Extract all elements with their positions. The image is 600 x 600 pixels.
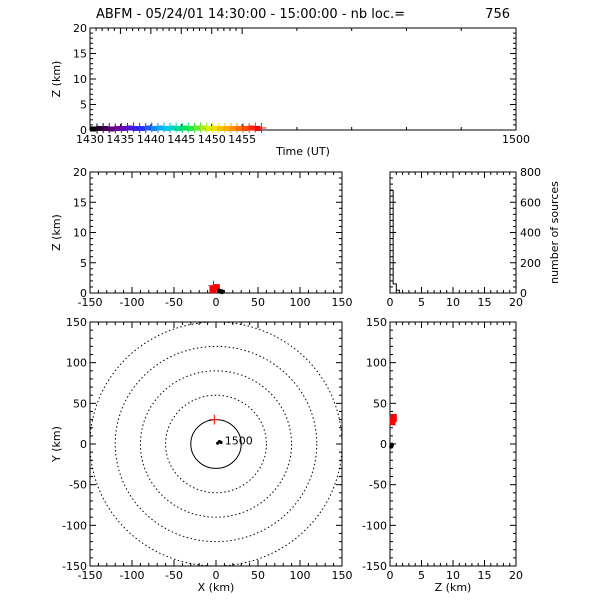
x-tick-label: 5: [418, 569, 425, 582]
height-y-point: [389, 444, 394, 449]
y-tick-label: 50: [73, 397, 87, 410]
y-tick-label: 100: [366, 357, 387, 370]
x-tick-label: 1435: [106, 133, 134, 146]
y-tick-label: 50: [373, 397, 387, 410]
range-ring: [165, 394, 267, 494]
x-tick-label: 100: [290, 296, 311, 309]
y-tick-label: 0: [80, 438, 87, 451]
x-tick-label: 0: [213, 296, 220, 309]
y-tick-label: -100: [362, 519, 387, 532]
x-tick-label: 50: [251, 569, 265, 582]
x-tick-label: 10: [446, 296, 460, 309]
x-axis-title: Z (km): [435, 581, 472, 594]
plan-view-panel: -150 -100 -50 0 50 100 150 -150 -100 -50 0 50 100 150…: [50, 316, 353, 594]
y-tick-label: 10: [73, 73, 87, 86]
y-tick-label: 150: [366, 316, 387, 329]
x-tick-label: 15: [478, 296, 492, 309]
x-axis-title: X (km): [198, 581, 235, 594]
x-tick-label: 10: [446, 569, 460, 582]
x-tick-label: 20: [509, 569, 523, 582]
y-tick-label: -50: [69, 479, 87, 492]
y-tick-label: 15: [73, 196, 87, 209]
height-y-panel: 0 5 10 15 20 -150 -100 -50 0 50 100 150 Z (km): [362, 316, 523, 594]
y-tick-label: 200: [520, 257, 541, 270]
figure-title: ABFM - 05/24/01 14:30:00 - 15:00:00 - nb…: [96, 7, 405, 22]
x-tick-label: -50: [165, 296, 183, 309]
x-tick-label: -100: [120, 569, 145, 582]
y-axis-title: number of sources: [548, 181, 561, 284]
y-tick-label: 100: [66, 357, 87, 370]
y-axis-title: Z (km): [50, 61, 63, 98]
station-label: 1500: [225, 434, 253, 447]
x-tick-label: 20: [509, 296, 523, 309]
x-tick-label: 15: [478, 569, 492, 582]
source-count: 756: [485, 7, 510, 22]
y-tick-label: 20: [73, 22, 87, 35]
y-tick-label: -50: [369, 479, 387, 492]
y-tick-label: 150: [66, 316, 87, 329]
x-height-point: [219, 289, 225, 295]
x-axis-title: Time (UT): [275, 145, 330, 158]
y-tick-label: 0: [80, 124, 87, 137]
y-tick-label: 0: [520, 287, 527, 300]
x-tick-label: 0: [213, 569, 220, 582]
range-ring: [139, 370, 293, 518]
height-y-point: [390, 413, 397, 422]
y-tick-label: 5: [80, 257, 87, 270]
y-tick-label: 400: [520, 227, 541, 240]
y-tick-label: -100: [62, 519, 87, 532]
x-tick-label: 150: [332, 296, 353, 309]
y-axis-title: Z (km): [50, 214, 63, 251]
x-height-panel: -150 -100 -50 0 50 100 150 0 5 10 15 20 Z (km): [50, 166, 353, 309]
y-tick-label: 800: [520, 166, 541, 179]
x-tick-label: 100: [290, 569, 311, 582]
x-tick-label: 1445: [167, 133, 195, 146]
x-tick-label: -150: [78, 296, 103, 309]
x-tick-label: 150: [332, 569, 353, 582]
y-tick-label: 5: [80, 99, 87, 112]
x-tick-label: 1500: [502, 133, 530, 146]
range-ring: [114, 345, 318, 543]
x-height-point: [212, 284, 220, 292]
x-tick-label: -100: [120, 296, 145, 309]
y-tick-label: 10: [73, 227, 87, 240]
x-tick-label: 0: [387, 569, 394, 582]
x-tick-label: 5: [418, 296, 425, 309]
y-tick-label: -150: [62, 560, 87, 573]
y-axis-title: Y (km): [50, 426, 63, 463]
y-tick-label: -150: [362, 560, 387, 573]
time-height-panel: 1430 1435 1440 1445 1450 1455 1500 0 5 10 15 20 Time…: [50, 22, 530, 158]
x-tick-label: 1430: [76, 133, 104, 146]
x-tick-label: -150: [78, 569, 103, 582]
x-tick-label: -50: [165, 569, 183, 582]
y-tick-label: 0: [380, 438, 387, 451]
y-tick-label: 20: [73, 166, 87, 179]
x-tick-label: 1440: [137, 133, 165, 146]
y-tick-label: 0: [80, 287, 87, 300]
x-tick-label: 0: [387, 296, 394, 309]
x-tick-label: 50: [251, 296, 265, 309]
x-tick-label: 1455: [228, 133, 256, 146]
x-tick-label: 1450: [198, 133, 226, 146]
y-tick-label: 15: [73, 48, 87, 61]
y-tick-label: 600: [520, 196, 541, 209]
plan-point: [219, 440, 223, 444]
histogram-step: [389, 189, 516, 294]
